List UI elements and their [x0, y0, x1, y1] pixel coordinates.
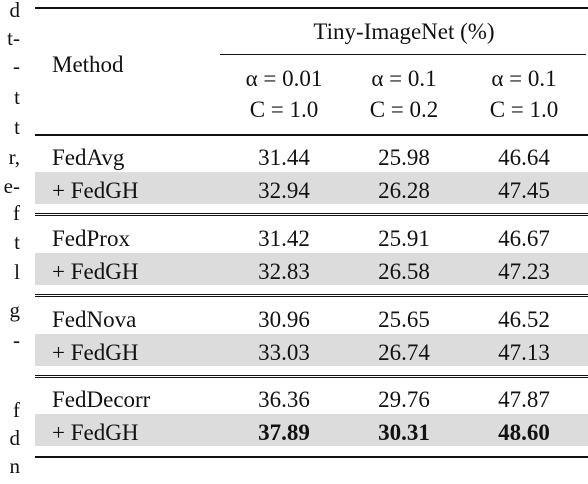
column-header: α = 0.01 [245, 66, 323, 91]
highlight-band [35, 414, 588, 446]
group-separator [35, 375, 588, 376]
margin-fragment: t [14, 115, 20, 139]
group-rule [220, 54, 586, 55]
column-header: C = 0.2 [369, 97, 439, 122]
group-separator [35, 215, 588, 216]
header-rule [35, 134, 588, 136]
group-separator [35, 296, 588, 297]
method-name: FedAvg [52, 145, 125, 170]
cell-value: 29.76 [378, 387, 430, 412]
margin-fragment: e- [3, 174, 20, 198]
cell-value: 46.52 [498, 307, 550, 332]
cell-value: 46.67 [498, 226, 550, 251]
cell-value: 47.23 [498, 259, 550, 284]
cell-value: 32.94 [258, 178, 310, 203]
method-name: FedNova [52, 307, 137, 332]
column-header: C = 1.0 [249, 97, 319, 122]
method-header: Method [52, 52, 124, 77]
method-name: + FedGH [52, 259, 139, 284]
method-name: + FedGH [52, 178, 139, 203]
group-separator [35, 294, 588, 295]
group-header: Tiny-ImageNet (%) [313, 19, 495, 44]
cell-value: 48.60 [498, 420, 550, 445]
margin-fragment: l [14, 260, 20, 284]
method-name: FedDecorr [52, 387, 151, 412]
cell-value: 25.98 [378, 145, 430, 170]
cell-value: 46.64 [498, 145, 550, 170]
margin-fragment: t [14, 85, 20, 109]
margin-fragment: - [13, 328, 20, 352]
cell-value: 25.91 [378, 226, 430, 251]
margin-fragment: d [9, 426, 21, 450]
column-header: α = 0.1 [371, 66, 437, 91]
column-header: C = 1.0 [489, 97, 559, 122]
margin-fragment: r, [8, 145, 20, 169]
method-name: + FedGH [52, 420, 139, 445]
group-separator [35, 213, 588, 214]
margin-fragment: t [14, 230, 20, 254]
margin-fragment: f [13, 398, 20, 422]
margin-fragment: n [9, 454, 21, 478]
cell-value: 47.45 [498, 178, 550, 203]
margin-fragment: - [13, 54, 20, 78]
method-name: FedProx [52, 226, 130, 251]
group-separator [35, 377, 588, 378]
margin-fragment: g [9, 298, 21, 322]
cell-value: 30.96 [258, 307, 310, 332]
cell-value: 26.28 [378, 178, 430, 203]
cell-value: 47.13 [498, 340, 550, 365]
top-rule [35, 7, 588, 9]
cell-value: 33.03 [258, 340, 310, 365]
highlight-band [35, 253, 588, 285]
margin-fragment: f [13, 201, 20, 225]
cell-value: 25.65 [378, 307, 430, 332]
bottom-rule [35, 456, 588, 458]
method-name: + FedGH [52, 340, 139, 365]
cell-value: 26.74 [378, 340, 430, 365]
cell-value: 32.83 [258, 259, 310, 284]
cell-value: 31.42 [258, 226, 310, 251]
margin-fragment: d [9, 0, 21, 22]
highlight-band [35, 334, 588, 366]
cell-value: 30.31 [378, 420, 430, 445]
highlight-band [35, 172, 588, 204]
cell-value: 36.36 [258, 387, 310, 412]
margin-fragment: t- [7, 26, 20, 50]
column-header: α = 0.1 [491, 66, 557, 91]
cell-value: 37.89 [258, 420, 310, 445]
cell-value: 31.44 [258, 145, 310, 170]
cell-value: 47.87 [498, 387, 550, 412]
cell-value: 26.58 [378, 259, 430, 284]
